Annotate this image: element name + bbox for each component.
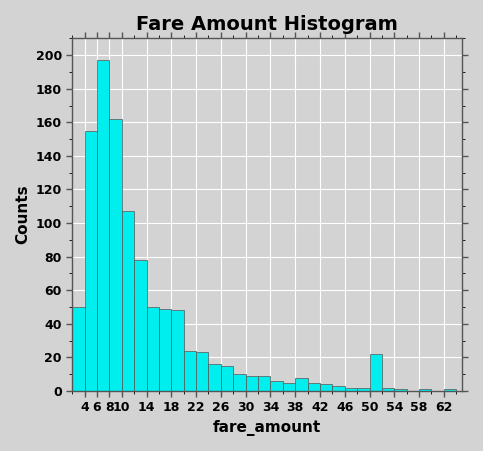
Bar [109, 119, 122, 391]
Bar [419, 389, 431, 391]
Bar [444, 389, 456, 391]
Bar [85, 131, 97, 391]
Bar [295, 377, 308, 391]
Bar [209, 364, 221, 391]
Bar [394, 389, 407, 391]
Bar [196, 352, 209, 391]
Bar [357, 388, 369, 391]
Bar [369, 354, 382, 391]
Bar [146, 307, 159, 391]
Bar [159, 309, 171, 391]
Bar [283, 382, 295, 391]
Bar [332, 386, 345, 391]
Bar [72, 307, 85, 391]
Bar [270, 381, 283, 391]
Bar [320, 384, 332, 391]
Y-axis label: Counts: Counts [15, 185, 30, 244]
Bar [308, 382, 320, 391]
Bar [97, 60, 109, 391]
Bar [246, 376, 258, 391]
Bar [233, 374, 246, 391]
X-axis label: fare_amount: fare_amount [213, 420, 322, 436]
Bar [382, 388, 394, 391]
Bar [122, 212, 134, 391]
Bar [184, 351, 196, 391]
Bar [134, 260, 146, 391]
Bar [171, 310, 184, 391]
Title: Fare Amount Histogram: Fare Amount Histogram [136, 15, 398, 34]
Bar [221, 366, 233, 391]
Bar [345, 388, 357, 391]
Bar [258, 376, 270, 391]
